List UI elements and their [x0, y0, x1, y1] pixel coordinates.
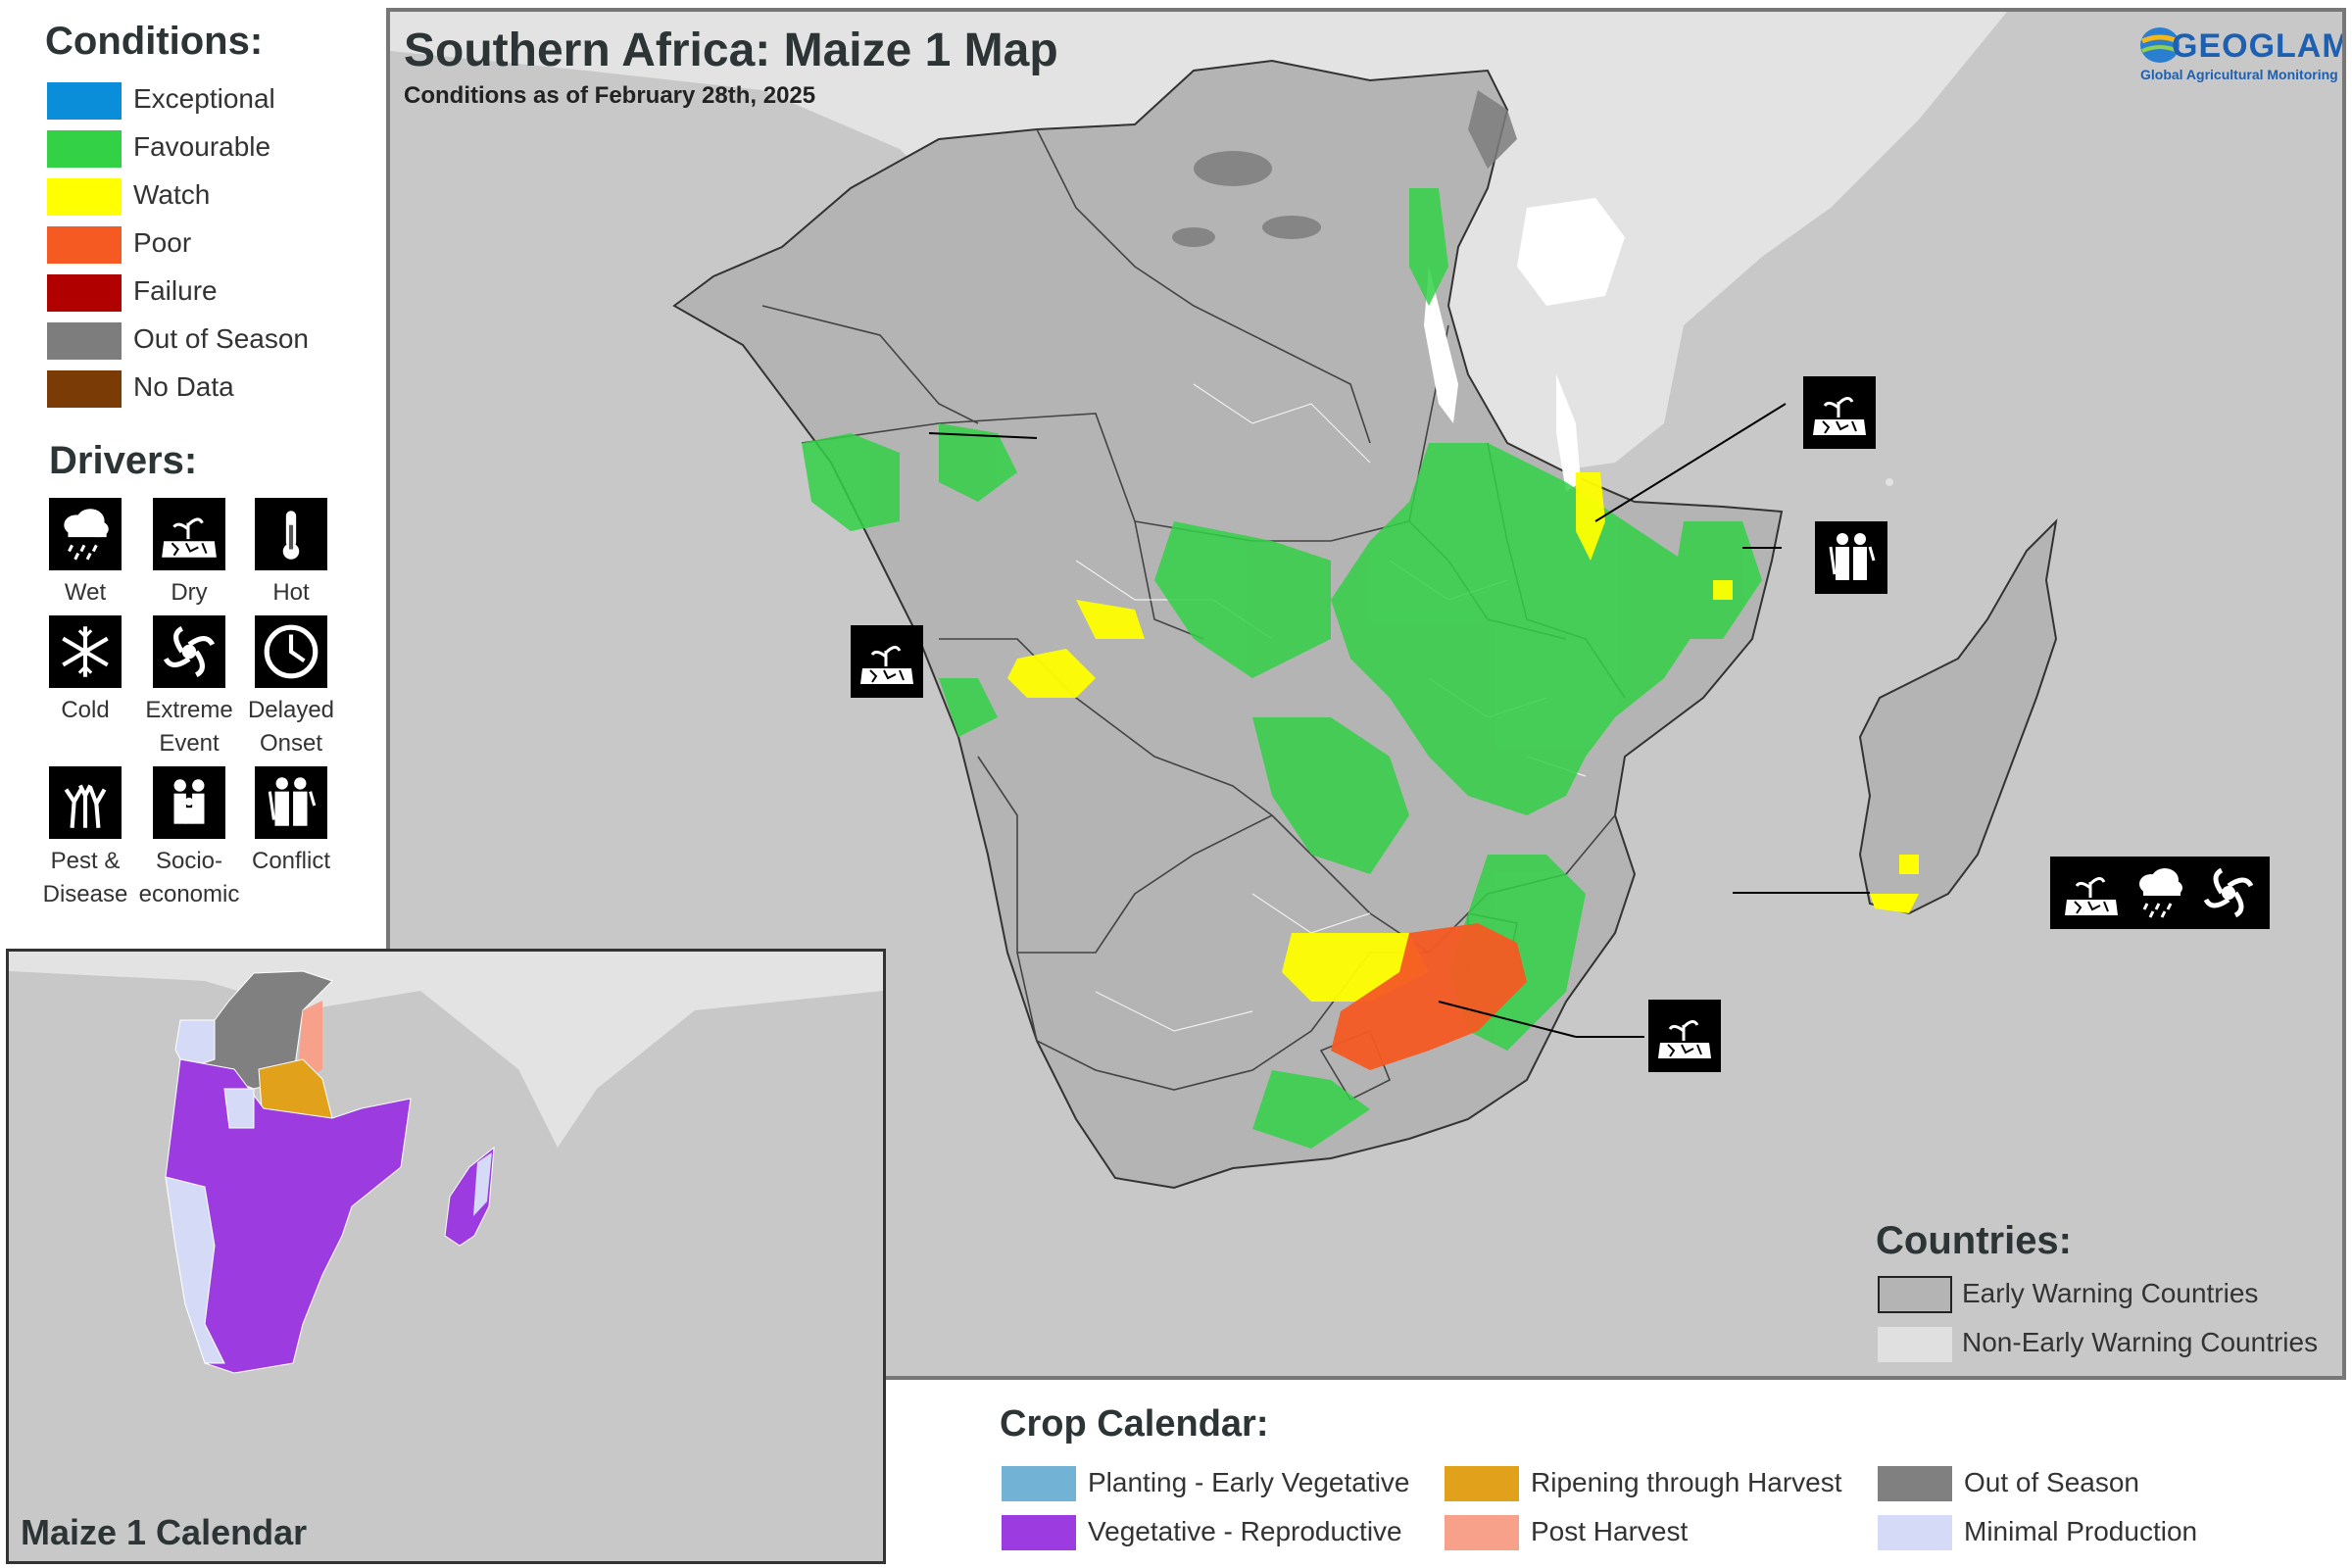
- inset-minimal-mid: [223, 1088, 255, 1129]
- rain-cloud-icon: [2137, 866, 2184, 919]
- globe-icon: [2140, 27, 2180, 63]
- cyclone-icon: [153, 615, 225, 688]
- crop-calendar-label: Vegetative - Reproductive: [1088, 1516, 1402, 1546]
- crop-calendar-title: Crop Calendar:: [1000, 1403, 1269, 1445]
- callout-malawi-dry[interactable]: [1803, 376, 1876, 449]
- crop-calendar-swatch: [1445, 1466, 1519, 1501]
- driver-label: Wet: [64, 579, 107, 606]
- condition-label: Poor: [133, 227, 192, 258]
- ewc-swatch: [1878, 1276, 1952, 1313]
- out-of-season-area: [1172, 90, 1517, 247]
- condition-swatch: [47, 82, 122, 120]
- driver-label: Pest & Disease: [42, 848, 128, 907]
- callout-lines: [928, 403, 1870, 1038]
- condition-swatch: [47, 178, 122, 216]
- crop-calendar-swatch: [1878, 1515, 1952, 1550]
- crop-calendar-label: Minimal Production: [1964, 1516, 2198, 1546]
- dry-plant-icon: [2063, 876, 2120, 917]
- condition-swatch: [47, 130, 122, 168]
- thermometer-icon: [255, 498, 327, 570]
- condition-label: Out of Season: [133, 323, 310, 354]
- driver-label: Conflict: [251, 848, 331, 874]
- driver-label: Socio-economic: [138, 848, 240, 907]
- crop-calendar-label: Ripening through Harvest: [1531, 1467, 1842, 1497]
- condition-swatch: [47, 226, 122, 264]
- lake-tanganyika: [1424, 267, 1458, 423]
- inset-title: Maize 1 Calendar: [21, 1512, 308, 1552]
- inset-minimal-south: [165, 1176, 225, 1364]
- condition-swatch: [47, 274, 122, 312]
- callout-southafrica-dry[interactable]: [1648, 1000, 1721, 1072]
- crop-calendar-swatch: [1878, 1466, 1952, 1501]
- inset-map-canvas: [9, 952, 883, 1561]
- callout-angola-dry[interactable]: [851, 625, 923, 698]
- condition-label: Exceptional: [133, 83, 275, 114]
- condition-label: Favourable: [133, 131, 271, 162]
- favourable-areas: [802, 188, 1762, 1149]
- logo-tagline: Global Agricultural Monitoring: [2140, 67, 2338, 82]
- callout-mozambique-conflict[interactable]: [1815, 521, 1887, 594]
- logo-name: GEOGLAM: [2172, 27, 2346, 65]
- condition-swatch: [47, 322, 122, 360]
- crop-calendar-label: Planting - Early Vegetative: [1088, 1467, 1410, 1497]
- geoglam-logo: GEOGLAM Global Agricultural Monitoring: [2138, 25, 2346, 88]
- crop-calendar-label: Post Harvest: [1531, 1516, 1689, 1546]
- dry-plant-icon: [858, 645, 915, 686]
- dry-plant-icon: [1656, 1019, 1713, 1060]
- non-ewc-label: Non-Early Warning Countries: [1962, 1327, 2319, 1357]
- driver-label: Delayed Onset: [247, 697, 335, 757]
- inset-calendar-map[interactable]: Maize 1 Calendar: [6, 949, 886, 1564]
- family-icon: [153, 766, 225, 839]
- rain-cloud-icon: [49, 498, 122, 570]
- poor-areas: [1331, 923, 1527, 1070]
- crop-calendar-swatch: [1445, 1515, 1519, 1550]
- condition-label: No Data: [133, 371, 234, 402]
- map-title: Southern Africa: Maize 1 Map: [404, 24, 1058, 76]
- lake-victoria: [1517, 198, 1625, 306]
- soldiers-icon: [1829, 531, 1876, 582]
- ewc-label: Early Warning Countries: [1962, 1278, 2259, 1308]
- map-subtitle: Conditions as of February 28th, 2025: [404, 82, 816, 109]
- condition-label: Watch: [133, 179, 211, 210]
- drivers-title: Drivers:: [49, 439, 198, 482]
- driver-label: Cold: [61, 697, 110, 723]
- countries-title: Countries:: [1876, 1219, 2072, 1262]
- madagascar-watch: [1870, 855, 1919, 913]
- driver-label: Dry: [171, 579, 208, 606]
- lake-malawi: [1556, 374, 1581, 492]
- conditions-title: Conditions:: [45, 20, 264, 63]
- condition-label: Failure: [133, 275, 218, 306]
- driver-label: Extreme Event: [145, 697, 233, 757]
- comoros-island: [1886, 478, 1893, 486]
- main-map-canvas: [390, 12, 2342, 1376]
- callout-madagascar-drivers[interactable]: [2050, 857, 2270, 929]
- watch-areas: [1007, 472, 1733, 1002]
- inset-post-harvest: [298, 1001, 322, 1079]
- crop-calendar-swatch: [1002, 1466, 1076, 1501]
- condition-swatch: [47, 370, 122, 408]
- soldiers-icon: [255, 766, 327, 839]
- bare-tree-icon: [49, 766, 122, 839]
- non-ewc-swatch: [1878, 1327, 1952, 1362]
- snowflake-icon: [49, 615, 122, 688]
- crop-calendar-swatch: [1002, 1515, 1076, 1550]
- dry-plant-icon: [1811, 396, 1868, 437]
- clock-icon: [255, 615, 327, 688]
- driver-label: Hot: [272, 579, 310, 606]
- cyclone-icon: [2198, 862, 2259, 923]
- crop-calendar-label: Out of Season: [1964, 1467, 2140, 1497]
- dry-plant-icon: [153, 498, 225, 570]
